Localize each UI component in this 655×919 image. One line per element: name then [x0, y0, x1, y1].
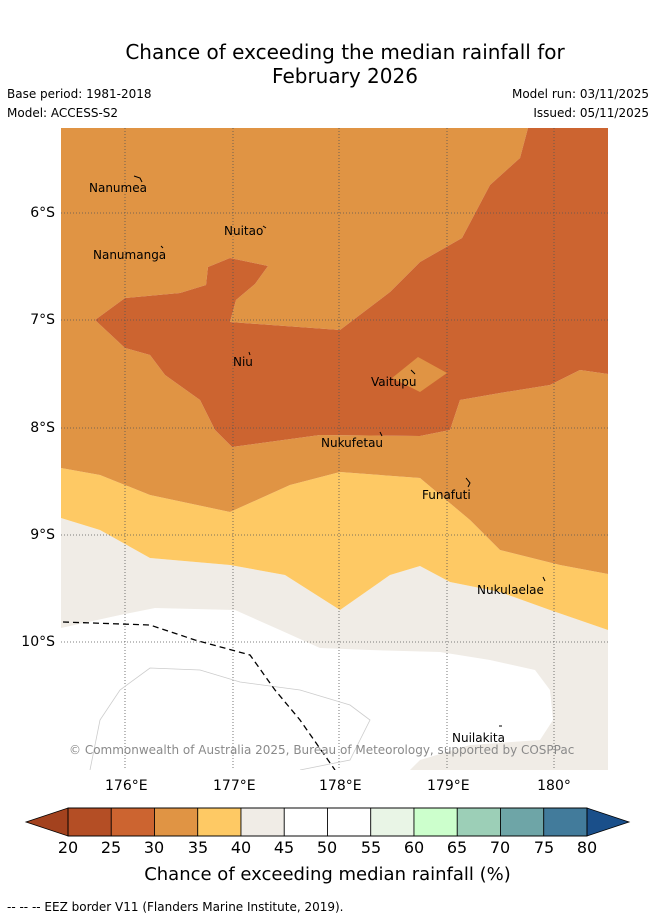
place-nukulaelae: Nukulaelae — [477, 583, 544, 597]
issued-date: Issued: 05/11/2025 — [533, 106, 649, 120]
eez-border — [62, 621, 336, 770]
contour-50 — [89, 667, 371, 770]
eez-note: -- -- -- EEZ border V11 (Flanders Marine… — [7, 900, 344, 914]
colorbar-segment — [413, 807, 458, 837]
colorbar-label-50: 50 — [316, 838, 338, 857]
colorbar-segment — [370, 807, 415, 837]
colorbar-segment — [197, 807, 242, 837]
colorbar-segment — [67, 807, 112, 837]
copyright-notice: © Commonwealth of Australia 2025, Bureau… — [69, 743, 575, 757]
island-niu — [248, 351, 251, 356]
place-nuilakita: Nuilakita — [452, 731, 505, 745]
place-niu: Niu — [233, 355, 253, 369]
lat-label-8s: 8°S — [30, 420, 55, 436]
colorbar-segment — [456, 807, 501, 837]
lon-label-180: 180° — [537, 778, 571, 794]
region-40-45 — [61, 518, 608, 770]
model-name: Model: ACCESS-S2 — [7, 106, 119, 120]
place-nuitao: Nuitao — [224, 224, 264, 238]
region-30-35 — [61, 128, 608, 574]
base-period: Base period: 1981-2018 — [7, 87, 152, 101]
lon-label-176e: 176°E — [105, 778, 148, 794]
place-funafuti: Funafuti — [422, 488, 471, 502]
colorbar-under-arrow — [24, 807, 69, 837]
colorbar-label-45: 45 — [273, 838, 295, 857]
title-line-2: February 2026 — [272, 64, 418, 88]
island-nukulaelae — [542, 576, 546, 582]
colorbar-label-80: 80 — [576, 838, 598, 857]
lon-label-177e: 177°E — [213, 778, 256, 794]
colorbar-label-35: 35 — [187, 838, 209, 857]
colorbar-segments — [67, 807, 588, 837]
lat-label-9s: 9°S — [30, 527, 55, 543]
place-nanumanga: Nanumanga — [93, 248, 167, 262]
region-25-30 — [95, 128, 608, 447]
lon-label-178e: 178°E — [319, 778, 362, 794]
colorbar-segment — [500, 807, 545, 837]
colorbar-segment — [110, 807, 155, 837]
title-line-1: Chance of exceeding the median rainfall … — [125, 40, 565, 64]
region-30-35-island — [392, 357, 447, 392]
island-nuitao — [262, 225, 267, 229]
place-vaitupu: Vaitupu — [371, 375, 417, 389]
island-vaitupu — [410, 369, 416, 375]
colorbar-label-55: 55 — [360, 838, 382, 857]
island-funafuti — [465, 477, 471, 488]
colorbar-label-20: 20 — [57, 838, 79, 857]
place-nukufetau: Nukufetau — [321, 436, 384, 450]
island-nukufetau — [379, 431, 383, 437]
colorbar-label-75: 75 — [533, 838, 555, 857]
colorbar-label-25: 25 — [100, 838, 122, 857]
colorbar-segment — [240, 807, 285, 837]
island-nanumea — [133, 175, 143, 183]
colorbar-segment — [283, 807, 328, 837]
colorbar-over-arrow — [586, 807, 631, 837]
lat-label-10s: 10°S — [21, 634, 55, 650]
lat-label-7s: 7°S — [30, 312, 55, 328]
place-nanumea: Nanumea — [89, 181, 147, 195]
island-nanumanga — [160, 245, 164, 249]
colorbar-title: Chance of exceeding median rainfall (%) — [144, 864, 511, 885]
colorbar-label-70: 70 — [489, 838, 511, 857]
region-35-40 — [61, 468, 608, 630]
colorbar-label-65: 65 — [446, 838, 468, 857]
chart-title: Chance of exceeding the median rainfall … — [0, 40, 655, 88]
grid-lines — [61, 128, 608, 770]
colorbar-label-60: 60 — [403, 838, 425, 857]
colorbar-segment — [154, 807, 199, 837]
lon-label-179e: 179°E — [427, 778, 470, 794]
colorbar-frame — [67, 807, 588, 837]
model-run: Model run: 03/11/2025 — [511, 87, 649, 101]
colorbar-label-40: 40 — [230, 838, 252, 857]
colorbar-segment — [543, 807, 588, 837]
colorbar-segment — [327, 807, 372, 837]
lat-label-6s: 6°S — [30, 205, 55, 221]
colorbar-label-30: 30 — [143, 838, 165, 857]
